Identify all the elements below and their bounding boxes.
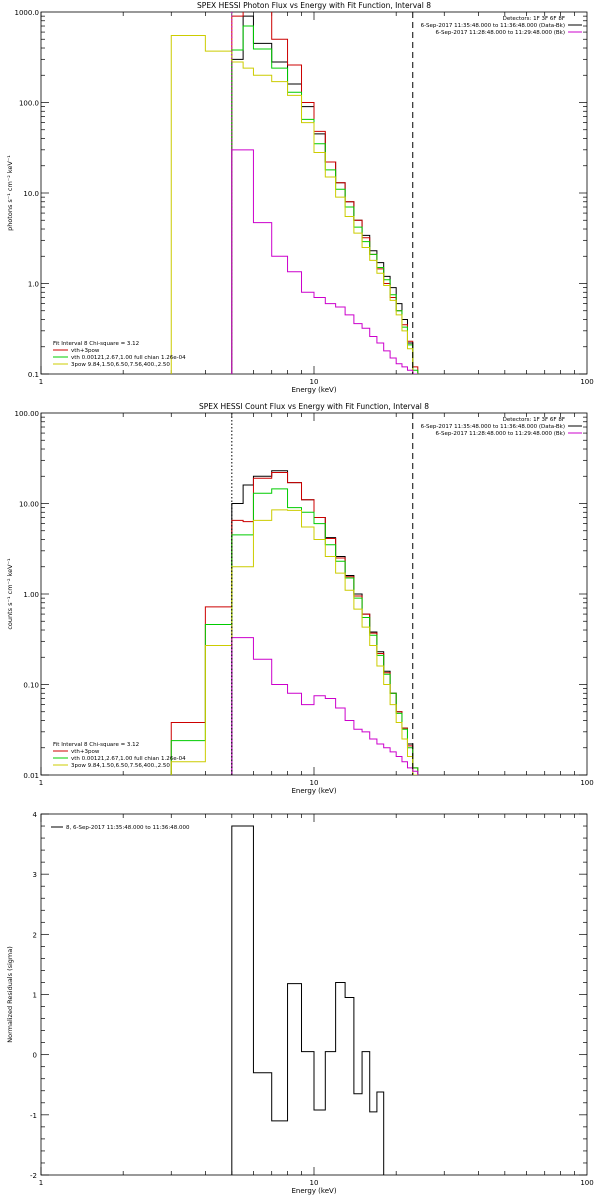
series-line-5 (231, 149, 418, 374)
y-axis: -2 -1 0 1 2 3 4 Normalized Residuals (sigma) (6, 811, 587, 1180)
chart-panel-1: SPEX HESSI Photon Flux vs Energy with Fi… (6, 1, 594, 394)
y-tick-label: 1000.0 (15, 9, 40, 17)
legend-top-entry: Detectors: 1F 3F 6F 8F (503, 417, 565, 423)
legend-bottom: Fit Interval 8 Chi-square = 3.12vth+3pow… (53, 341, 186, 368)
y-tick-label: 1.0 (28, 281, 39, 289)
legend-bottom-entry: vth+3pow (71, 348, 100, 354)
x-axis-label: Energy (keV) (291, 386, 336, 394)
x-tick-label: 10 (310, 779, 319, 787)
y-axis: 0.1 1.0 10.0 100.0 1000.0 photons s⁻¹ cm⁻² ke… (6, 9, 587, 379)
plot-frame (40, 412, 588, 776)
x-tick-label: 1 (39, 779, 43, 787)
x-axis: 1 10 100 Energy (keV) (39, 814, 594, 1195)
series-group (170, 12, 419, 374)
chart-panel-3: 1 10 100 Energy (keV) -2 -1 0 1 2 3 4 Normalized Re… (6, 811, 594, 1195)
legend-bottom: Fit Interval 8 Chi-square = 3.12vth+3pow… (53, 742, 186, 769)
series-line-1 (231, 825, 385, 1175)
series-line-2 (231, 12, 419, 374)
x-tick-label: 10 (310, 378, 319, 386)
chart-title: SPEX HESSI Count Flux vs Energy with Fit… (199, 402, 429, 411)
legend-bottom-entry: 3pow 9.84,1.50,6.50,7.56,400.,2.50 (71, 763, 170, 769)
legend-top: Detectors: 1F 3F 6F 8F6-Sep-2017 11:35:4… (421, 16, 582, 36)
legend: 8, 6-Sep-2017 11:35:48.000 to 11:36:48.0… (51, 825, 190, 831)
series-line-3 (170, 488, 419, 775)
y-tick-label: 4 (33, 811, 38, 819)
legend-top: Detectors: 1F 3F 6F 8F6-Sep-2017 11:35:4… (421, 417, 582, 437)
chart-title: SPEX HESSI Photon Flux vs Energy with Fi… (197, 1, 431, 10)
y-tick-label: 1 (33, 992, 37, 1000)
legend-top-entry: 6-Sep-2017 11:28:48.000 to 11:29:48.000 … (436, 30, 566, 36)
y-tick-label: 0 (33, 1052, 37, 1060)
x-tick-label: 100 (580, 1179, 593, 1187)
legend-top-entry: 6-Sep-2017 11:35:48.000 to 11:36:48.000 … (421, 23, 565, 29)
series-line-1 (231, 15, 414, 374)
y-tick-label: 0.01 (23, 772, 39, 780)
legend-top-entry: 6-Sep-2017 11:28:48.000 to 11:29:48.000 … (436, 431, 566, 437)
y-tick-label: 0.10 (23, 682, 39, 690)
plot-frame (40, 11, 588, 375)
x-tick-label: 1 (39, 1179, 43, 1187)
y-tick-label: 10.0 (23, 190, 39, 198)
legend-bottom-entry: Fit Interval 8 Chi-square = 3.12 (53, 341, 139, 347)
x-axis-label: Energy (keV) (291, 787, 336, 795)
x-tick-label: 100 (580, 378, 593, 386)
y-tick-label: 10.00 (19, 501, 39, 509)
chart-panel-2: SPEX HESSI Count Flux vs Energy with Fit… (6, 402, 594, 795)
series-line-3 (231, 25, 419, 374)
y-tick-label: 2 (33, 931, 37, 939)
y-axis-label: photons s⁻¹ cm⁻² keV⁻¹ (6, 155, 14, 231)
x-axis-label: Energy (keV) (291, 1187, 336, 1195)
series-line-1 (231, 470, 414, 775)
x-tick-label: 1 (39, 378, 43, 386)
y-tick-label: 3 (33, 871, 37, 879)
legend-bottom-entry: 3pow 9.84,1.50,6.50,7.56,400.,2.50 (71, 362, 170, 368)
legend-bottom-entry: vth 0.00121,2.67,1.00 full chian 1.26e-0… (71, 355, 186, 361)
series-line-5 (231, 637, 419, 775)
y-tick-label: 100.00 (15, 410, 40, 418)
y-tick-label: -1 (30, 1112, 37, 1120)
series-line-2 (170, 472, 419, 775)
legend-bottom-entry: Fit Interval 8 Chi-square = 3.12 (53, 742, 139, 748)
series-group (170, 470, 419, 775)
series-line-4 (170, 35, 418, 374)
y-tick-label: 100.0 (19, 100, 39, 108)
x-axis: 1 10 100 Energy (keV) (39, 413, 594, 795)
y-axis: 0.01 0.10 1.00 10.00 100.00 counts s⁻¹ cm⁻² k… (6, 410, 587, 780)
legend-entry: 8, 6-Sep-2017 11:35:48.000 to 11:36:48.0… (66, 825, 190, 831)
x-tick-label: 10 (310, 1179, 319, 1187)
y-tick-label: 1.00 (23, 591, 39, 599)
y-tick-label: -2 (30, 1172, 37, 1180)
series-group (231, 825, 385, 1175)
y-axis-label: Normalized Residuals (sigma) (6, 946, 14, 1043)
legend-top-entry: Detectors: 1F 3F 6F 8F (503, 16, 565, 22)
legend-top-entry: 6-Sep-2017 11:35:48.000 to 11:36:48.000 … (421, 424, 565, 430)
legend-bottom-entry: vth+3pow (71, 749, 100, 755)
plot-frame (40, 813, 588, 1176)
y-tick-label: 0.1 (28, 371, 39, 379)
x-axis: 1 10 100 Energy (keV) (39, 12, 594, 394)
y-axis-label: counts s⁻¹ cm⁻² keV⁻¹ (6, 558, 14, 630)
x-tick-label: 100 (580, 779, 593, 787)
legend-bottom-entry: vth 0.00121,2.67,1.00 full chian 1.26e-0… (71, 756, 186, 762)
series-line-4 (170, 509, 418, 775)
